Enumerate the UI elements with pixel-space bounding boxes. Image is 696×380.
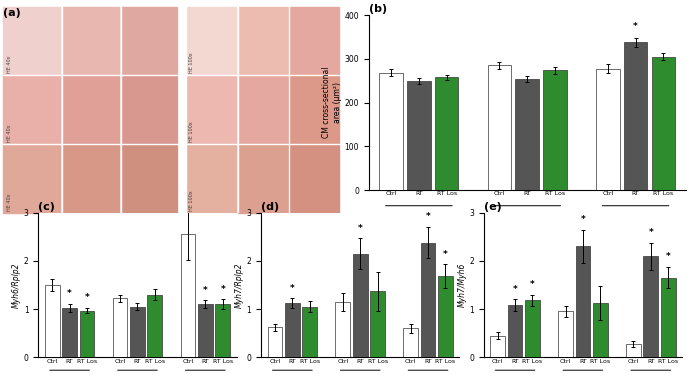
Bar xyxy=(62,308,77,357)
Text: (c): (c) xyxy=(38,202,55,212)
Bar xyxy=(576,247,590,357)
Bar xyxy=(120,7,177,75)
Text: *: * xyxy=(203,286,207,294)
Bar xyxy=(626,344,641,357)
Text: Control: Control xyxy=(198,0,226,2)
Text: RT Los: RT Los xyxy=(303,0,328,2)
Bar xyxy=(186,145,236,213)
Text: *: * xyxy=(290,284,294,293)
Bar xyxy=(370,291,385,357)
Y-axis label: Myh6/Rplp2: Myh6/Rplp2 xyxy=(12,262,21,308)
Text: 15 wk: 15 wk xyxy=(625,220,646,226)
Text: HE 40x: HE 40x xyxy=(7,125,12,142)
Bar xyxy=(403,328,418,357)
Bar xyxy=(148,294,162,357)
Bar xyxy=(488,65,512,190)
Y-axis label: Myh7/Rplp2: Myh7/Rplp2 xyxy=(235,262,244,308)
Bar xyxy=(558,312,573,357)
Text: *: * xyxy=(221,285,225,294)
Y-axis label: Myh7/Myh6: Myh7/Myh6 xyxy=(457,263,466,307)
Bar xyxy=(180,234,196,357)
Text: 1 wk: 1 wk xyxy=(411,220,427,226)
Bar xyxy=(290,76,340,144)
Bar xyxy=(507,305,523,357)
Text: (b): (b) xyxy=(369,5,387,14)
Bar xyxy=(379,73,403,190)
Text: (e): (e) xyxy=(484,202,502,212)
Y-axis label: CM cross-sectional
area (μm²): CM cross-sectional area (μm²) xyxy=(322,67,342,138)
Bar xyxy=(215,304,230,357)
Bar xyxy=(237,7,287,75)
Bar xyxy=(353,254,367,357)
Bar xyxy=(198,304,213,357)
Bar xyxy=(113,298,127,357)
Bar xyxy=(62,76,119,144)
Bar xyxy=(62,145,119,213)
Bar xyxy=(624,42,647,190)
Text: *: * xyxy=(580,215,585,224)
Text: HE 40x: HE 40x xyxy=(7,56,12,73)
Text: *: * xyxy=(530,280,535,289)
Text: *: * xyxy=(426,212,430,222)
Bar xyxy=(438,276,453,357)
Bar xyxy=(3,145,61,213)
Bar xyxy=(62,7,119,75)
Bar xyxy=(302,307,317,357)
Text: HE 40x: HE 40x xyxy=(7,194,12,211)
Bar xyxy=(186,76,236,144)
Bar xyxy=(335,302,350,357)
Bar xyxy=(237,76,287,144)
Text: *: * xyxy=(68,290,72,298)
Bar xyxy=(420,243,436,357)
Text: HE 100x: HE 100x xyxy=(189,53,194,73)
Bar xyxy=(120,145,177,213)
Bar xyxy=(3,76,61,144)
Text: RT Los: RT Los xyxy=(137,0,162,2)
Text: *: * xyxy=(358,223,363,233)
Bar xyxy=(643,256,658,357)
Text: RT: RT xyxy=(259,0,268,2)
Bar xyxy=(596,68,619,190)
Text: HE 100x: HE 100x xyxy=(189,122,194,142)
Bar xyxy=(543,70,567,190)
Text: *: * xyxy=(633,22,638,31)
Bar xyxy=(290,7,340,75)
Bar xyxy=(45,285,60,357)
Bar xyxy=(290,145,340,213)
Bar xyxy=(237,145,287,213)
Text: *: * xyxy=(513,285,517,294)
Bar xyxy=(593,303,608,357)
Text: (d): (d) xyxy=(261,202,279,212)
Bar xyxy=(267,327,283,357)
Bar xyxy=(179,6,186,213)
Text: 3 wk: 3 wk xyxy=(519,220,535,226)
Text: Control: Control xyxy=(19,0,47,2)
Text: *: * xyxy=(443,250,448,258)
Bar xyxy=(120,76,177,144)
Text: *: * xyxy=(649,228,653,237)
Text: (a): (a) xyxy=(3,8,22,18)
Text: *: * xyxy=(85,293,89,302)
Text: RT: RT xyxy=(86,0,96,2)
Bar xyxy=(285,303,300,357)
Bar xyxy=(186,7,236,75)
Bar xyxy=(516,79,539,190)
Bar xyxy=(651,57,675,190)
Bar xyxy=(79,310,95,357)
Bar xyxy=(407,81,431,190)
Bar xyxy=(3,7,61,75)
Bar xyxy=(661,278,676,357)
Bar xyxy=(490,336,505,357)
Bar xyxy=(525,301,540,357)
Bar xyxy=(435,77,459,190)
Bar xyxy=(130,307,145,357)
Text: *: * xyxy=(666,252,670,261)
Text: HE 100x: HE 100x xyxy=(189,191,194,211)
